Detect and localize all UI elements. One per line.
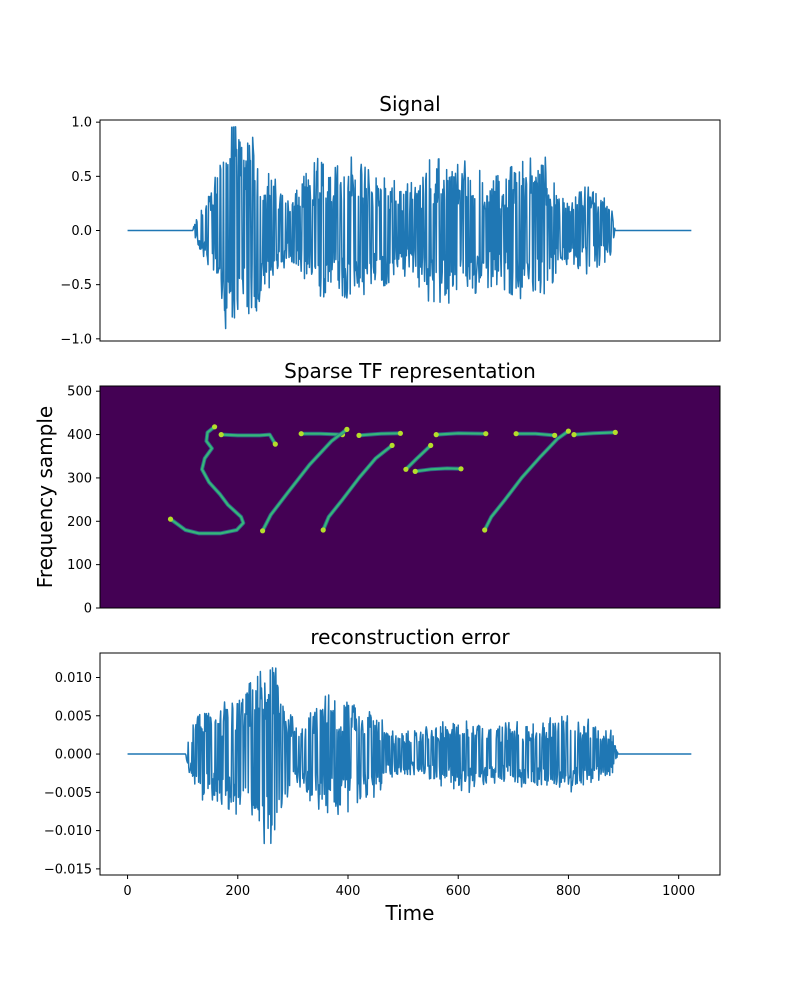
tf-stroke <box>435 432 487 436</box>
tf-stroke <box>572 431 617 436</box>
tf-hotspot <box>272 441 278 447</box>
tf-stroke <box>322 444 394 532</box>
error-y-tick-label: 0.010 <box>55 671 92 686</box>
error-panel: reconstruction error −0.015 −0.010 −0.005 0… <box>44 625 721 925</box>
signal-panel: Signal −1.0 −0.5 0.0 0.5 1.0 <box>60 92 721 347</box>
signal-title: Signal <box>379 92 440 116</box>
signal-y-tick-label: 0.5 <box>71 170 92 185</box>
error-y-ticks: −0.015 −0.010 −0.005 0.000 0.005 0.010 <box>44 671 100 877</box>
tf-hotspot <box>612 429 618 435</box>
error-y-tick-label: −0.010 <box>44 824 92 839</box>
tf-hotspot <box>344 426 350 432</box>
error-x-tick-label: 600 <box>446 884 471 899</box>
tf-y-tick-label: 300 <box>67 471 92 486</box>
tf-y-tick-label: 0 <box>84 602 92 617</box>
tf-y-tick-label: 500 <box>67 385 92 400</box>
error-x-tick-label: 400 <box>336 884 361 899</box>
tf-hotspot <box>482 527 488 533</box>
error-x-tick-label: 800 <box>556 884 581 899</box>
error-x-axis-label: Time <box>385 901 435 925</box>
error-y-tick-label: −0.005 <box>44 786 92 801</box>
tf-hotspot <box>428 442 434 448</box>
tf-stroke <box>220 433 277 446</box>
tf-hotspot <box>260 528 266 534</box>
tf-stroke <box>300 432 344 436</box>
tf-hotspot <box>565 428 572 434</box>
error-axes-frame <box>99 652 721 876</box>
tf-stroke <box>357 432 402 437</box>
tf-hotspot <box>552 432 558 438</box>
tf-hotspot <box>298 431 304 437</box>
signal-y-tick-label: 1.0 <box>71 116 92 131</box>
tf-hotspot <box>458 466 464 472</box>
tf-hotspot <box>218 432 224 438</box>
tf-axes-frame <box>99 385 721 609</box>
tf-title: Sparse TF representation <box>284 359 536 383</box>
signal-y-tick-label: 0.0 <box>71 224 92 239</box>
tf-hotspot <box>397 430 403 436</box>
error-x-tick-label: 200 <box>225 884 250 899</box>
tf-stroke <box>483 430 570 532</box>
tf-heatmap-background <box>100 386 720 608</box>
error-y-tick-label: 0.005 <box>55 709 92 724</box>
tf-y-tick-label: 400 <box>67 428 92 443</box>
tf-hotspot <box>403 466 409 472</box>
error-series-line <box>127 667 692 845</box>
tf-hotspot <box>412 468 418 474</box>
tf-y-tick-label: 100 <box>67 558 92 573</box>
tf-y-ticks: 0 100 200 300 400 500 <box>67 385 100 617</box>
tf-hotspot <box>320 527 326 533</box>
tf-y-tick-label: 200 <box>67 515 92 530</box>
tf-stroke <box>515 432 556 437</box>
signal-y-tick-label: −0.5 <box>60 278 92 293</box>
tf-y-axis-label: Frequency sample <box>33 406 57 588</box>
error-x-tick-label: 0 <box>123 884 131 899</box>
tf-stroke <box>169 425 245 535</box>
error-x-ticks: 0 200 400 600 800 1000 <box>123 875 695 899</box>
tf-stroke <box>414 467 463 473</box>
tf-hotspot <box>433 432 439 438</box>
signal-series-line <box>127 126 692 330</box>
signal-y-tick-label: −1.0 <box>60 332 92 347</box>
error-y-tick-label: 0.000 <box>55 748 92 763</box>
tf-hotspot <box>571 432 577 438</box>
tf-panel: Sparse TF representation 0 100 200 300 400 50… <box>33 359 721 617</box>
tf-hotspot <box>356 432 362 438</box>
tf-stroke <box>404 444 432 471</box>
tf-hotspot <box>513 431 519 437</box>
error-plot-area <box>127 667 692 845</box>
tf-hotspot <box>167 516 174 522</box>
tf-stroke <box>261 428 348 532</box>
error-title: reconstruction error <box>310 625 510 649</box>
signal-plot-area <box>127 126 692 330</box>
tf-heatmap-energy <box>167 424 618 536</box>
tf-hotspot <box>389 442 395 448</box>
signal-y-ticks: −1.0 −0.5 0.0 0.5 1.0 <box>60 116 100 347</box>
tf-hotspot <box>483 431 489 437</box>
error-x-tick-label: 1000 <box>662 884 695 899</box>
tf-hotspot <box>212 424 218 430</box>
error-y-tick-label: −0.015 <box>44 862 92 877</box>
